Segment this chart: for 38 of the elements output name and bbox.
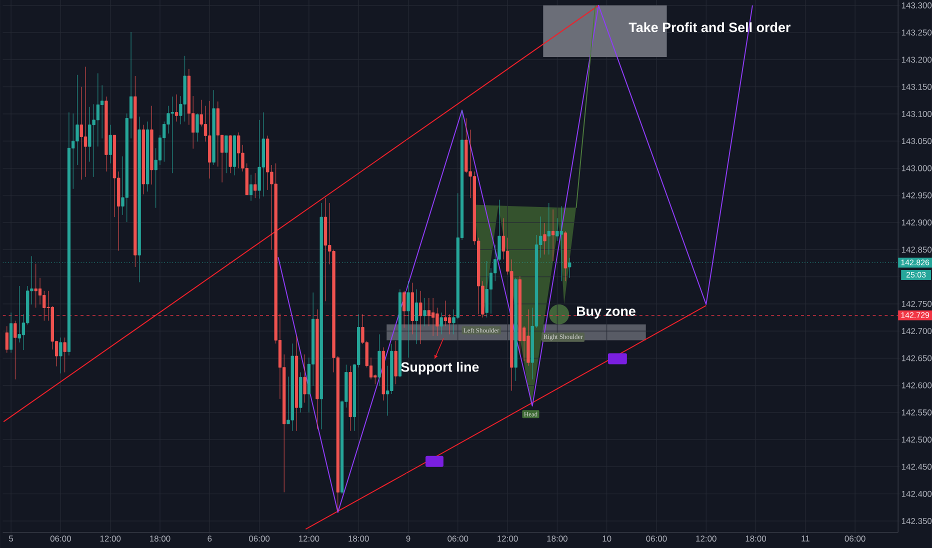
x-tick-label: 06:00 — [249, 535, 270, 542]
x-tick-label: 18:00 — [547, 535, 568, 542]
x-tick-label: 06:00 — [844, 535, 866, 542]
x-tick-label: 11 — [802, 535, 810, 542]
y-tick-label: 143.100 — [902, 110, 932, 117]
x-tick-label: 9 — [406, 535, 410, 542]
x-tick-label: 06:00 — [646, 535, 667, 542]
y-tick-label: 142.600 — [902, 382, 932, 388]
x-tick-label: 6 — [208, 535, 212, 542]
y-tick-label: 142.900 — [902, 219, 932, 226]
x-tick-label: 06:00 — [50, 535, 71, 542]
y-tick-label: 142.500 — [902, 436, 932, 442]
x-tick-label: 06:00 — [448, 535, 468, 542]
x-tick-label: 18:00 — [150, 535, 170, 542]
y-tick-label: 143.250 — [902, 29, 932, 36]
y-tick-label: 143.000 — [902, 165, 932, 172]
x-tick-label: 5 — [9, 535, 14, 542]
y-tick-label: 143.300 — [902, 2, 932, 8]
x-tick-label: 12:00 — [100, 535, 121, 542]
y-tick-label: 142.400 — [902, 490, 932, 497]
y-tick-label: 142.750 — [902, 300, 932, 307]
x-tick-label: 12:00 — [498, 535, 518, 542]
y-tick-label: 143.050 — [902, 138, 932, 144]
y-tick-label: 143.150 — [902, 84, 932, 90]
y-tick-label: 143.200 — [902, 56, 932, 63]
y-tick-label: 142.650 — [902, 355, 932, 362]
x-tick-label: 10 — [602, 535, 612, 542]
annotation: Buy zone — [576, 306, 636, 318]
y-tick-label: 142.550 — [902, 409, 932, 416]
y-tick-label: 142.850 — [902, 246, 932, 252]
y-tick-label: 142.450 — [902, 464, 932, 470]
y-tick-label: 142.350 — [902, 518, 932, 524]
x-tick-label: 18:00 — [348, 535, 369, 542]
x-tick-label: 12:00 — [298, 535, 320, 542]
x-tick-label: 18:00 — [746, 535, 766, 542]
x-tick-label: 12:00 — [696, 535, 716, 542]
y-tick-label: 142.700 — [902, 328, 932, 334]
y-tick-label: 142.950 — [902, 192, 932, 198]
